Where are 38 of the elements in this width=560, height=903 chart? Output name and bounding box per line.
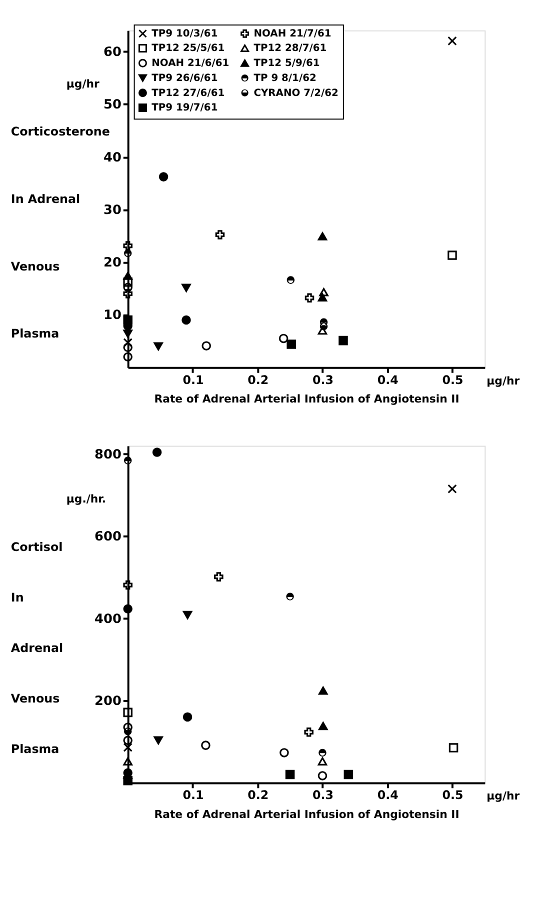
x-axis-title: Rate of Adrenal Arterial Infusion of Angiotensin II: [154, 392, 460, 406]
y-tick-label: 50: [103, 98, 122, 113]
x-tick-label: 0.3: [312, 372, 334, 387]
y-tick-label: 200: [94, 694, 122, 709]
x-tick-label: 0.4: [377, 788, 398, 802]
legend-label: TP 9 8/1/62: [254, 72, 316, 84]
text: µg/hr: [486, 374, 520, 388]
x-tick-label: 0.1: [182, 372, 204, 387]
y-tick-label: 400: [94, 612, 122, 627]
x-tick-label: 0.5: [442, 788, 464, 802]
text: µg/hr: [486, 790, 520, 803]
legend-label: CYRANO 7/2/62: [254, 88, 339, 99]
x-tick-label: 0.3: [312, 788, 334, 802]
x-tick-label: 0.4: [377, 372, 398, 387]
legend-label: NOAH 21/6/61: [152, 58, 230, 70]
legend-label: TP9 19/7/61: [152, 102, 218, 114]
legend-label: TP9 26/6/61: [152, 72, 218, 84]
y-tick-label: 800: [94, 447, 122, 462]
y-tick-label: 40: [103, 150, 122, 166]
y-tick-label: 600: [94, 530, 122, 545]
text: Cortisol In Adrenal Venous Plasma: [10, 540, 64, 756]
y-tick-label: 60: [103, 44, 122, 60]
text: µg./hr.: [66, 492, 106, 506]
legend-label: TP12 28/7/61: [254, 43, 327, 54]
y-tick-label: 10: [103, 308, 122, 324]
x-tick-label: 0.1: [182, 788, 204, 802]
x-tick-label: 0.2: [248, 788, 269, 802]
legend-label: TP12 25/5/61: [152, 43, 225, 54]
legend-label: TP9 10/3/61: [152, 28, 218, 40]
x-tick-label: 0.5: [442, 372, 464, 387]
legend-label: NOAH 21/7/61: [254, 28, 332, 40]
y-tick-label: 20: [103, 256, 122, 271]
x-tick-label: 0.2: [248, 372, 269, 387]
legend-label: TP12 5/9/61: [254, 58, 320, 70]
y-tick-label: 30: [103, 202, 122, 218]
x-axis-title: Rate of Adrenal Arterial Infusion of Angiotensin II: [154, 808, 460, 821]
legend-label: TP12 27/6/61: [152, 88, 225, 99]
text: µg/hr: [66, 77, 100, 90]
